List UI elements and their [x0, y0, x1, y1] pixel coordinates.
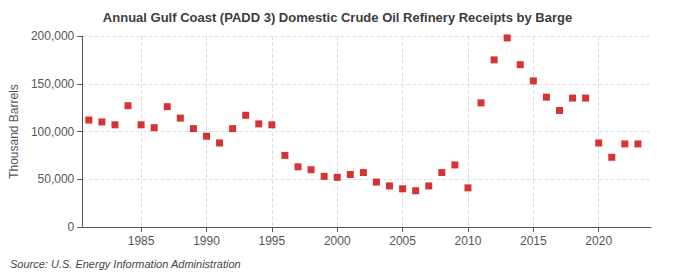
- svg-text:50,000: 50,000: [38, 172, 75, 186]
- svg-text:200,000: 200,000: [31, 29, 75, 43]
- svg-text:0: 0: [68, 220, 75, 234]
- svg-text:100,000: 100,000: [31, 125, 75, 139]
- svg-text:150,000: 150,000: [31, 77, 75, 91]
- svg-text:2020: 2020: [585, 234, 612, 248]
- svg-text:2000: 2000: [324, 234, 351, 248]
- svg-text:2005: 2005: [389, 234, 416, 248]
- svg-text:Source: U.S. Energy Informatio: Source: U.S. Energy Information Administ…: [10, 258, 241, 270]
- svg-text:Thousand Barrels: Thousand Barrels: [7, 84, 21, 179]
- svg-text:Annual Gulf Coast (PADD 3) Dom: Annual Gulf Coast (PADD 3) Domestic Crud…: [103, 10, 572, 25]
- svg-text:1990: 1990: [193, 234, 220, 248]
- svg-text:2015: 2015: [520, 234, 547, 248]
- svg-text:1985: 1985: [128, 234, 155, 248]
- svg-text:2010: 2010: [455, 234, 482, 248]
- svg-text:1995: 1995: [258, 234, 285, 248]
